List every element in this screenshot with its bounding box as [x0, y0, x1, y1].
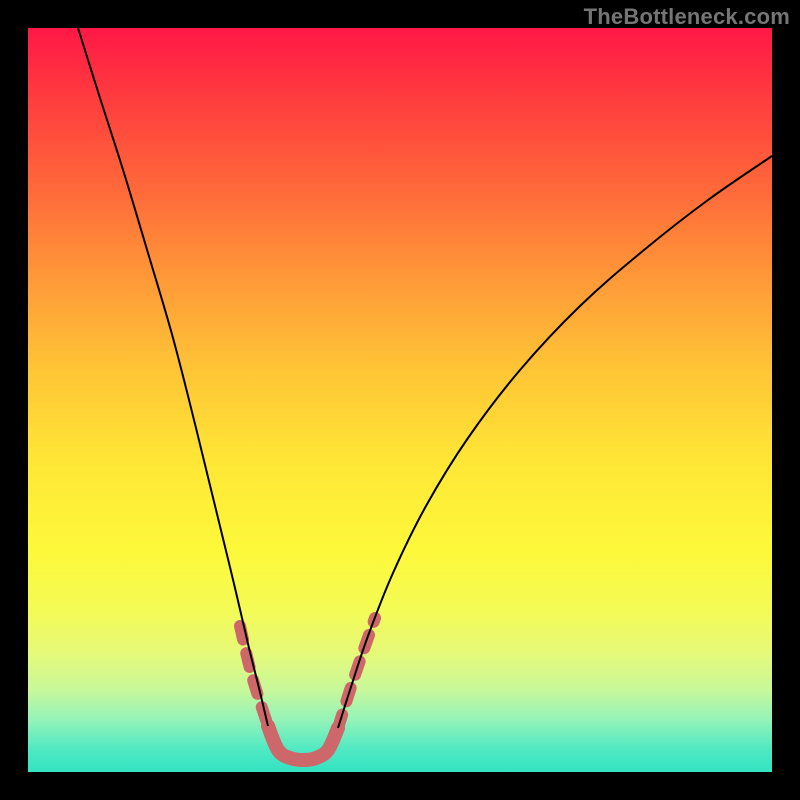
watermark-text: TheBottleneck.com	[584, 4, 790, 30]
plot-area	[28, 28, 772, 772]
valley-floor-highlight	[268, 726, 338, 760]
chart-frame: TheBottleneck.com	[0, 0, 800, 800]
curves-layer	[28, 28, 772, 772]
curve-right-branch	[338, 156, 772, 728]
